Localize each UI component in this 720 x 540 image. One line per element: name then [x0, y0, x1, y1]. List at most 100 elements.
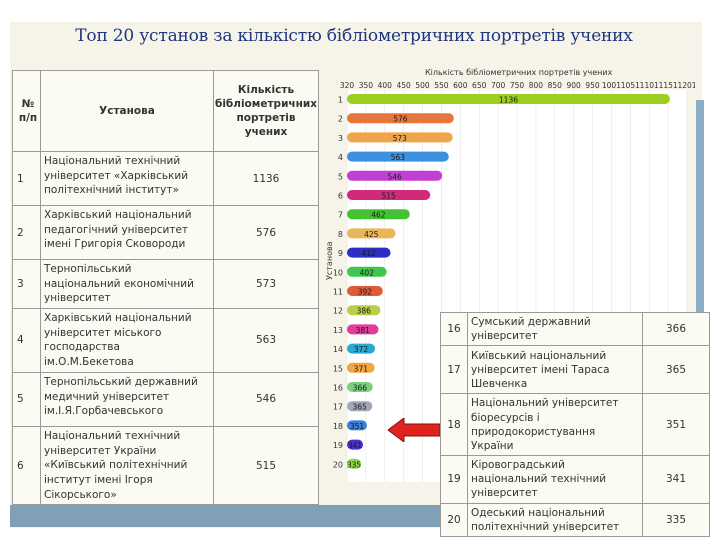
data-label: 402 [360, 268, 375, 277]
bar-5 [347, 170, 443, 181]
row-institution: Харківський національний педагогічний ун… [40, 205, 214, 260]
row-institution: Національний технічний університет Украї… [40, 425, 214, 506]
x-tick-label: 350 [359, 81, 374, 90]
data-label: 351 [350, 422, 365, 431]
row-institution: Одеський національний політехнічний унів… [467, 502, 643, 537]
row-institution: Національний технічний університет «Харк… [40, 151, 214, 206]
table-row: 16 Сумський державний університет 366 [440, 311, 710, 347]
data-label: 365 [353, 403, 368, 412]
bar-3 [347, 132, 453, 143]
row-num: 3 [12, 258, 41, 310]
x-tick-label: 800 [529, 81, 544, 90]
category-label: 11 [333, 288, 343, 297]
bar-19 [347, 439, 364, 450]
category-label: 8 [338, 230, 343, 239]
red-arrow-icon [388, 418, 440, 442]
row-num: 1 [12, 151, 41, 206]
category-label: 7 [338, 211, 343, 220]
row-institution: Сумський державний університет [467, 311, 643, 347]
data-label: 1136 [499, 96, 518, 105]
header-num: № п/п [12, 70, 41, 152]
bar-12 [347, 305, 381, 316]
row-count: 335 [642, 502, 710, 537]
bar-16 [347, 382, 373, 392]
bar-15 [347, 362, 375, 373]
x-tick-label: 450 [397, 81, 412, 90]
row-institution: Кіровоградський національний технічний у… [467, 455, 643, 504]
data-label: 563 [391, 153, 406, 162]
x-tick-label: 320 [340, 81, 355, 90]
category-label: 17 [333, 403, 343, 412]
row-num: 6 [12, 425, 41, 506]
table-row: 2 Харківський національний педагогічний … [12, 205, 320, 260]
header-institution: Установа [40, 70, 214, 152]
row-count: 515 [212, 425, 320, 506]
table-row: 5 Тернопільський державний медичний унів… [12, 371, 320, 427]
data-label: 392 [358, 288, 373, 297]
slide-title: Топ 20 установ за кількістю бібліометрич… [75, 26, 633, 46]
bar-17 [347, 401, 373, 412]
row-count: 546 [212, 371, 320, 427]
table-row: 17 Київський національний університет ім… [440, 345, 710, 395]
bar-18 [347, 420, 367, 431]
bar-6 [347, 190, 431, 200]
x-tick-label: 950 [585, 81, 600, 90]
category-label: 3 [338, 134, 343, 143]
row-count: 351 [642, 393, 710, 457]
category-label: 4 [338, 153, 343, 162]
category-label: 1 [338, 96, 343, 105]
row-count: 573 [212, 258, 320, 310]
data-label: 335 [347, 460, 362, 469]
x-tick-label: 500 [415, 81, 430, 90]
data-label: 366 [353, 384, 368, 393]
row-num: 4 [12, 308, 41, 373]
x-tick-label: 700 [491, 81, 506, 90]
category-label: 18 [333, 422, 343, 431]
table-row: 4 Харківський національний університет м… [12, 308, 320, 373]
data-label: 425 [364, 230, 379, 239]
bar-14 [347, 343, 376, 354]
row-num: 17 [440, 345, 468, 395]
data-label: 573 [393, 134, 408, 143]
category-label: 15 [333, 364, 343, 373]
row-num: 2 [12, 205, 41, 260]
table-header-row: № п/п Установа Кількість бібліометричних… [12, 70, 320, 152]
category-label: 16 [333, 384, 343, 393]
table-row: 6 Національний технічний університет Укр… [12, 425, 320, 506]
row-num: 19 [440, 455, 468, 504]
category-label: 20 [333, 460, 343, 469]
x-tick-label: 400 [378, 81, 393, 90]
category-label: 19 [333, 441, 343, 450]
row-count: 365 [642, 345, 710, 395]
x-tick-label: 600 [453, 81, 468, 90]
bottom-institutions-table: 16 Сумський державний університет 366 17… [440, 311, 710, 537]
x-tick-label: 1051 [621, 81, 640, 90]
bar-13 [347, 324, 379, 335]
row-num: 18 [440, 393, 468, 457]
x-tick-label: 650 [472, 81, 487, 90]
category-label: 12 [333, 307, 343, 316]
bar-2 [347, 113, 454, 124]
row-count: 563 [212, 308, 320, 373]
bar-7 [347, 209, 410, 220]
data-label: 412 [362, 249, 377, 258]
chart-ylabel: Установа [325, 241, 334, 280]
bar-11 [347, 286, 383, 296]
row-institution: Харківський національний університет міс… [40, 308, 214, 373]
category-label: 9 [338, 249, 343, 258]
data-label: 381 [356, 326, 371, 335]
data-label: 462 [371, 211, 386, 220]
data-label: 341 [348, 441, 363, 450]
category-label: 5 [338, 172, 343, 181]
bar-9 [347, 247, 391, 258]
header-count: Кількість бібліометричних портретів учен… [212, 70, 320, 152]
bar-4 [347, 151, 449, 162]
x-tick-label: 550 [434, 81, 449, 90]
row-institution: Тернопільський національний економічний … [40, 258, 214, 310]
x-tick-label: 1151 [659, 81, 678, 90]
category-label: 2 [338, 115, 343, 124]
top-institutions-table: № п/п Установа Кількість бібліометричних… [12, 70, 320, 506]
row-count: 1136 [212, 151, 320, 206]
row-count: 341 [642, 455, 710, 504]
bar-10 [347, 266, 387, 277]
